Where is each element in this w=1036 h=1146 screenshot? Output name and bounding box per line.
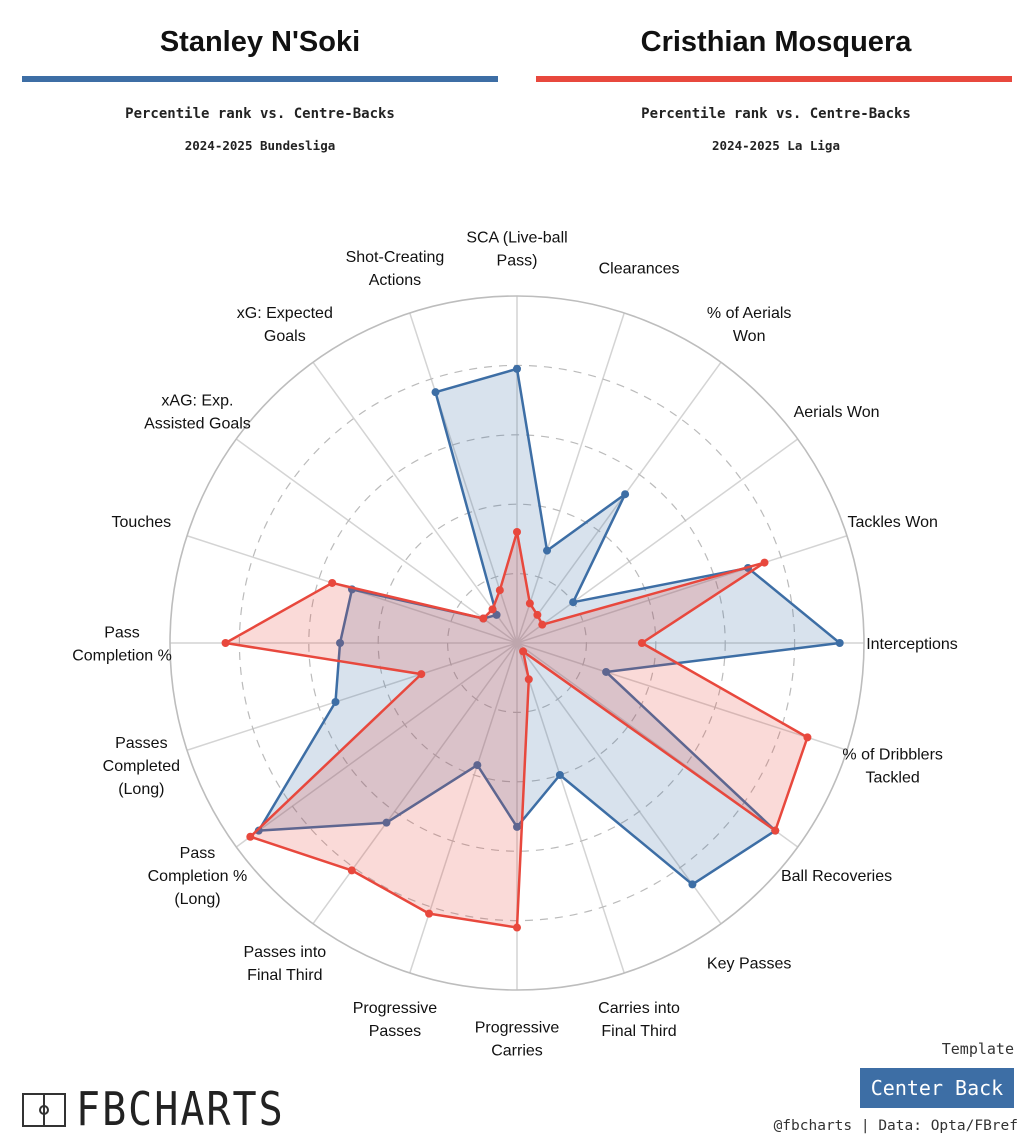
logo-text: FBCHARTS	[76, 1083, 285, 1137]
data-point-left	[543, 546, 552, 555]
spoke-line	[235, 642, 518, 848]
axis-label: xAG: Exp. Assisted Goals	[144, 392, 251, 432]
data-point-left	[431, 388, 440, 397]
data-point-left	[621, 490, 630, 499]
axis-label: Passes into Final Third	[243, 944, 326, 984]
series-area-right	[224, 530, 809, 929]
pitch-icon	[22, 1093, 66, 1127]
data-point-right	[488, 605, 497, 614]
data-point-right	[760, 558, 769, 567]
data-point-right	[328, 578, 337, 587]
axis-label: Clearances	[599, 260, 680, 277]
data-point-right	[525, 599, 534, 608]
data-point-right	[347, 866, 356, 875]
data-point-right	[479, 614, 488, 623]
axis-labels: Interceptions Tackles Won Aerials Won % of …	[72, 230, 958, 1060]
grid-ring	[447, 572, 588, 713]
axis-label: Key Passes	[707, 956, 791, 973]
data-point-right	[425, 909, 434, 918]
axis-label: Pass Completion %	[72, 625, 172, 665]
season-left: 2024-2025 Bundesliga	[184, 138, 336, 153]
template-badge: Center Back	[860, 1068, 1014, 1108]
spoke-line	[235, 438, 518, 644]
subtitle-left: Percentile rank vs. Centre-Backs	[125, 106, 395, 122]
data-point-left	[473, 761, 482, 770]
axis-label: Tackles Won	[847, 514, 937, 531]
player-name-right: Cristhian Mosquera	[640, 26, 912, 58]
axis-label: Interceptions	[866, 636, 958, 653]
axis-label: Passes Completed (Long)	[103, 735, 180, 798]
axis-label: % of Aerials Won	[707, 305, 791, 345]
player-color-bar-right	[536, 76, 1012, 82]
data-point-right	[495, 586, 504, 595]
axis-label: Progressive Carries	[475, 1020, 560, 1060]
spoke-line	[516, 642, 848, 751]
data-point-right	[246, 832, 255, 841]
outer-ring	[169, 295, 865, 991]
data-point-right	[637, 639, 646, 647]
radar-series	[221, 364, 844, 932]
data-point-right	[803, 733, 812, 742]
data-point-left	[382, 818, 391, 827]
season-right: 2024-2025 La Liga	[712, 138, 840, 153]
spoke-line	[516, 535, 848, 644]
data-point-left	[555, 771, 564, 780]
grid-ring	[308, 434, 726, 852]
fbcharts-logo: FBCHARTS	[22, 1084, 285, 1136]
data-point-left	[602, 667, 611, 676]
data-point-left	[688, 880, 697, 889]
spoke-line	[516, 438, 799, 644]
spoke-line	[186, 642, 518, 751]
data-point-right	[417, 670, 426, 679]
data-point-left	[513, 364, 521, 373]
axis-label: Aerials Won	[794, 404, 880, 421]
axis-label: Progressive Passes	[353, 1000, 438, 1040]
spoke-line	[516, 642, 625, 974]
data-point-right	[538, 620, 547, 629]
spoke-line	[312, 361, 518, 644]
data-point-right	[513, 527, 521, 536]
spoke-line	[409, 642, 518, 974]
data-point-right	[513, 923, 521, 932]
spoke-line	[516, 642, 722, 925]
player-color-bar-left	[22, 76, 498, 82]
data-point-right	[524, 675, 533, 684]
axis-label: Shot-Creating Actions	[346, 249, 445, 289]
axis-label: % of Dribblers Tackled	[842, 747, 942, 787]
grid-ring	[377, 503, 657, 783]
template-label: Template	[941, 1040, 1014, 1058]
spoke-line	[516, 361, 722, 644]
axis-label: Ball Recoveries	[781, 868, 892, 885]
data-point-left	[569, 598, 578, 607]
data-point-left	[331, 697, 340, 706]
subtitle-right: Percentile rank vs. Centre-Backs	[641, 106, 911, 122]
data-point-right	[519, 647, 528, 656]
spoke-line	[516, 312, 625, 644]
data-point-left	[492, 610, 501, 619]
player-name-left: Stanley N'Soki	[159, 26, 361, 58]
data-credit: @fbcharts | Data: Opta/FBref	[773, 1118, 1018, 1134]
spoke-line	[312, 642, 518, 925]
axis-label: Pass Completion % (Long)	[148, 845, 248, 908]
data-point-left	[254, 826, 263, 835]
data-point-right	[533, 610, 542, 619]
data-point-right	[221, 639, 230, 647]
axis-label: SCA (Live-ball Pass)	[466, 230, 567, 270]
data-point-left	[835, 639, 844, 647]
axis-label: Touches	[112, 514, 172, 531]
data-point-right	[771, 826, 780, 835]
data-point-left	[513, 822, 521, 831]
axis-label: xG: Expected Goals	[237, 305, 333, 345]
axis-label: Carries into Final Third	[598, 1000, 680, 1040]
data-point-left	[336, 639, 345, 647]
